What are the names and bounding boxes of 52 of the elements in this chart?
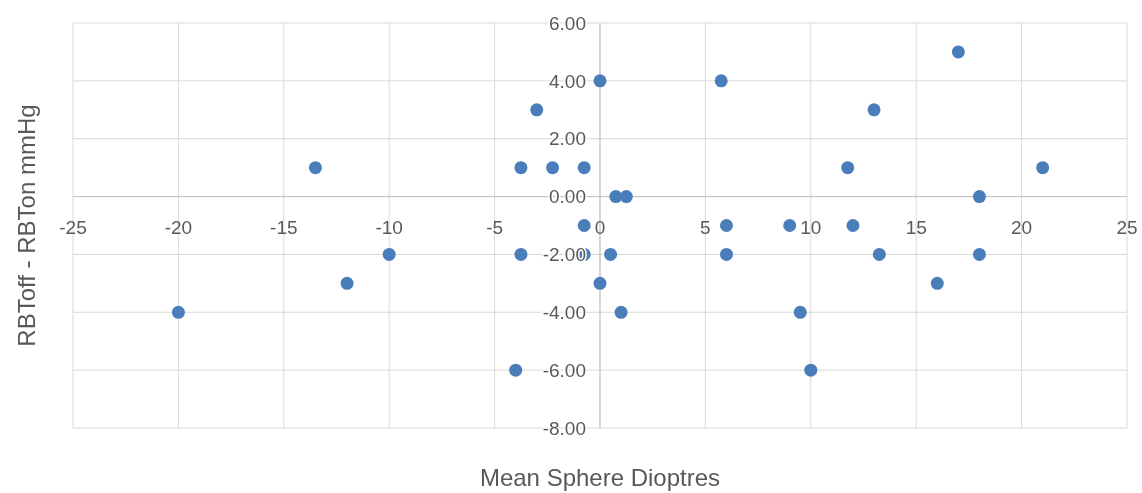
y-axis-title: RBToff - RBTon mmHg xyxy=(13,104,40,347)
x-tick-label: 20 xyxy=(1011,216,1033,238)
point xyxy=(509,363,523,377)
point xyxy=(593,276,607,290)
x-tick-label: 15 xyxy=(905,216,927,238)
x-tick-label: 5 xyxy=(700,216,711,238)
point xyxy=(719,247,733,261)
x-tick-label: -15 xyxy=(270,216,298,238)
x-tick-label: 0 xyxy=(594,216,606,238)
point xyxy=(171,305,185,319)
y-tick-label: 6.00 xyxy=(549,12,586,34)
point xyxy=(1036,161,1050,175)
point xyxy=(846,219,860,232)
point xyxy=(577,161,591,175)
point xyxy=(530,103,544,117)
x-tick-label: -20 xyxy=(164,216,193,238)
point xyxy=(972,247,986,261)
y-tick-label: -6.00 xyxy=(542,359,586,381)
point xyxy=(308,161,322,175)
point xyxy=(972,190,986,204)
point xyxy=(872,247,886,261)
x-tick-label: 10 xyxy=(800,216,822,238)
point xyxy=(593,74,607,88)
point xyxy=(930,276,944,290)
point xyxy=(804,363,818,377)
y-tick-label: 0.00 xyxy=(549,186,586,208)
point xyxy=(783,219,797,232)
y-tick-label: 4.00 xyxy=(549,70,586,92)
point xyxy=(604,247,618,261)
y-tick-label: 2.00 xyxy=(549,128,586,150)
y-tick-label: -8.00 xyxy=(542,417,586,439)
point xyxy=(951,45,965,59)
point xyxy=(714,74,728,88)
point xyxy=(340,276,354,290)
point xyxy=(867,103,881,117)
y-tick-label: -4.00 xyxy=(542,301,586,323)
point xyxy=(841,161,855,175)
point xyxy=(514,161,528,175)
point xyxy=(719,219,733,232)
x-tick-label: -5 xyxy=(486,216,504,238)
point xyxy=(793,305,807,319)
x-axis-title: Mean Sphere Dioptres xyxy=(479,464,721,491)
point xyxy=(619,190,633,204)
point xyxy=(514,247,528,261)
point xyxy=(382,247,396,261)
x-tick-label: -25 xyxy=(59,216,87,238)
point xyxy=(614,305,628,319)
point xyxy=(546,161,560,175)
point xyxy=(577,219,591,232)
x-tick-label: -10 xyxy=(375,216,403,238)
x-tick-label: 25 xyxy=(1116,216,1138,238)
point xyxy=(609,190,623,204)
